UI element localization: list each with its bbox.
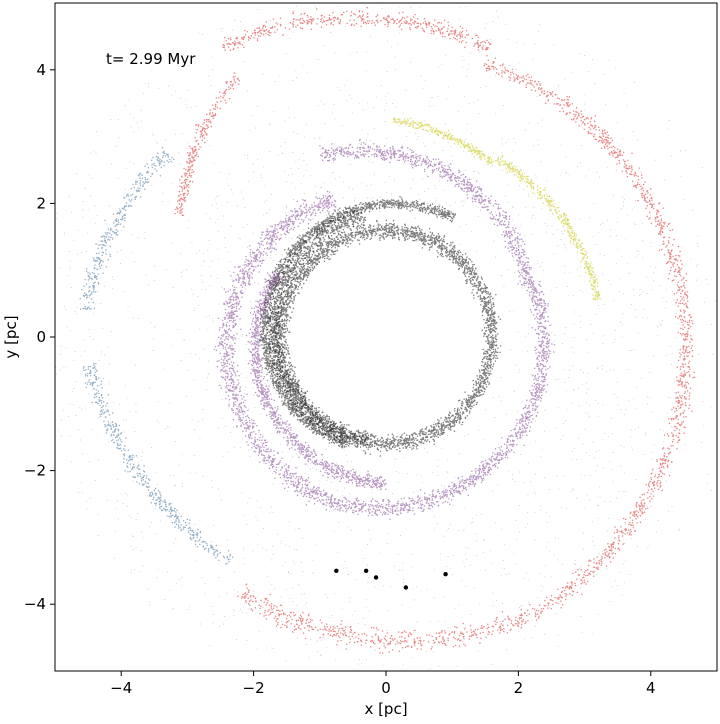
x-tick-label: 2 <box>514 679 524 697</box>
clump-4 <box>443 571 448 577</box>
red-arm-arc-1 <box>483 57 696 610</box>
y-axis-label: y [pc] <box>2 315 20 358</box>
data-layer <box>55 3 716 671</box>
series-inner-black-ring <box>258 195 502 457</box>
y-tick-label: 4 <box>36 61 46 79</box>
yellow-arm-arc-0 <box>392 117 494 165</box>
y-tick-label: 0 <box>36 328 46 346</box>
series-clumps <box>334 568 448 590</box>
series-purple-arm <box>213 138 556 521</box>
series-blue-arm <box>79 147 234 565</box>
plot-background <box>55 3 717 671</box>
clump-1 <box>363 568 369 573</box>
time-annotation: t= 2.99 Myr <box>106 50 196 68</box>
y-tick-label: −4 <box>24 595 46 613</box>
x-tick-label: −2 <box>243 679 265 697</box>
clump-2 <box>373 575 379 580</box>
purple-arm-arc-2 <box>325 417 532 521</box>
x-axis-label: x [pc] <box>364 700 407 718</box>
x-tick-label: 4 <box>646 679 656 697</box>
purple-arm-arc-0 <box>319 138 535 287</box>
clump-3 <box>403 585 409 590</box>
inner-black-ring-arc-1 <box>262 207 370 449</box>
red-arm-arc-0 <box>222 7 492 57</box>
x-tick-label: 0 <box>381 679 391 697</box>
clump-0 <box>334 568 339 573</box>
y-tick-label: −2 <box>24 462 46 480</box>
y-tick-label: 2 <box>36 194 46 212</box>
series-red-arm <box>174 7 696 654</box>
x-axis: −4 −2 0 2 4 <box>110 671 656 697</box>
x-tick-label: −4 <box>110 679 132 697</box>
y-axis: −4 −2 0 2 4 <box>24 61 55 613</box>
series-yellow-arm <box>392 117 601 301</box>
blue-arm-arc-1 <box>82 362 162 504</box>
